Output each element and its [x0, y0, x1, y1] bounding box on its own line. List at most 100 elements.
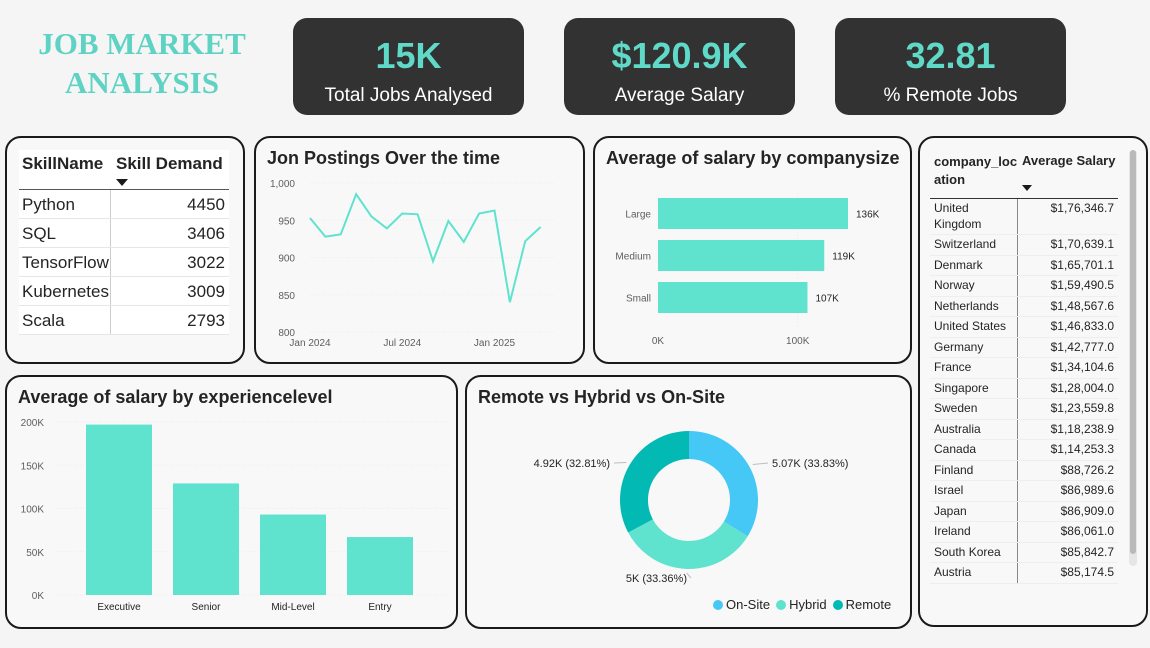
location-cell: Israel — [930, 481, 1018, 501]
data-point[interactable] — [524, 240, 527, 243]
legend-label-remote[interactable]: Remote — [845, 597, 892, 612]
category-label: Mid-Level — [271, 602, 314, 613]
table-row[interactable]: TensorFlow 3022 — [19, 248, 229, 277]
data-label: 136K — [856, 210, 880, 221]
table-row[interactable]: Austria $85,174.5 — [930, 563, 1118, 584]
legend-label-onsite[interactable]: On-Site — [726, 597, 771, 612]
table-row[interactable]: Switzerland $1,70,639.1 — [930, 235, 1118, 256]
data-label: 4.92K (32.81%) — [534, 458, 610, 470]
data-point[interactable] — [309, 217, 312, 220]
skills-table[interactable]: SkillName Skill Demand Python 4450 SQL 3406… — [19, 150, 229, 335]
bar-large[interactable] — [658, 198, 848, 229]
sort-descending-icon[interactable] — [116, 179, 128, 186]
data-point[interactable] — [508, 301, 511, 304]
salary-cell: $86,909.0 — [1060, 503, 1114, 518]
table-row[interactable]: Israel $86,989.6 — [930, 481, 1118, 502]
y-tick-label: 850 — [278, 291, 295, 302]
table-row[interactable]: Australia $1,18,238.9 — [930, 419, 1118, 440]
data-point[interactable] — [355, 193, 358, 196]
data-point[interactable] — [432, 260, 435, 263]
experience-bar-chart[interactable]: 200K 150K 100K 50K 0K Executive Senior Mid-Leve… — [7, 377, 456, 627]
skills-table-card[interactable]: SkillName Skill Demand Python 4450 SQL 3406… — [5, 136, 245, 364]
data-point[interactable] — [401, 212, 404, 215]
salary-by-experience-card[interactable]: Average of salary by experiencelevel 200… — [5, 375, 458, 629]
data-point[interactable] — [462, 240, 465, 243]
kpi-value: 15K — [375, 35, 442, 76]
location-cell: Germany — [930, 337, 1018, 357]
kpi-total-jobs[interactable]: 15K Total Jobs Analysed — [293, 18, 524, 115]
location-salary-card[interactable]: company_loc ation Average Salary United … — [918, 136, 1148, 627]
location-cell: Switzerland — [930, 235, 1018, 255]
data-point[interactable] — [416, 213, 419, 216]
table-row[interactable]: Scala 2793 — [19, 306, 229, 335]
column-header-skillname[interactable]: SkillName — [22, 154, 104, 173]
table-row[interactable]: Singapore $1,28,004.0 — [930, 378, 1118, 399]
legend-swatch-remote — [832, 599, 843, 610]
category-label: Entry — [368, 602, 391, 613]
series-line[interactable] — [309, 192, 542, 303]
data-point[interactable] — [324, 235, 327, 238]
legend-swatch-hybrid — [776, 599, 787, 610]
data-point[interactable] — [493, 209, 496, 212]
bar-mid-level[interactable] — [260, 514, 326, 595]
bar-small[interactable] — [658, 282, 808, 313]
skill-demand-cell: 3406 — [187, 224, 225, 243]
table-row[interactable]: Netherlands $1,48,567.6 — [930, 296, 1118, 317]
companysize-bar-chart[interactable]: Large 136K Medium 119K Small 107K 0K 100K — [595, 138, 910, 362]
table-row[interactable]: United States $1,46,833.0 — [930, 317, 1118, 338]
column-header-average-salary[interactable]: Average Salary — [1018, 150, 1118, 196]
location-cell: Ireland — [930, 522, 1018, 542]
chart-title: Average of salary by companysize — [606, 148, 900, 168]
data-point[interactable] — [339, 233, 342, 236]
table-row[interactable]: Kubernetes 3009 — [19, 277, 229, 306]
table-row[interactable]: Germany $1,42,777.0 — [930, 337, 1118, 358]
bar-entry[interactable] — [347, 537, 413, 595]
data-point[interactable] — [539, 225, 542, 228]
bar-executive[interactable] — [86, 424, 152, 595]
data-point[interactable] — [370, 215, 373, 218]
work-mode-card[interactable]: Remote vs Hybrid vs On-Site 5.07K (33.83… — [465, 375, 912, 629]
y-tick-label: 100K — [21, 505, 45, 516]
slice-remote[interactable] — [620, 431, 689, 533]
table-row[interactable]: Sweden $1,23,559.8 — [930, 399, 1118, 420]
salary-cell: $1,76,346.7 — [1050, 201, 1114, 215]
work-mode-donut-chart[interactable]: 5.07K (33.83%) 5K (33.36%) 4.92K (32.81%) — [467, 377, 910, 627]
kpi-average-salary[interactable]: $120.9K Average Salary — [564, 18, 795, 115]
table-row[interactable]: Norway $1,59,490.5 — [930, 276, 1118, 297]
category-label: Small — [626, 294, 651, 305]
table-row[interactable]: Ireland $86,061.0 — [930, 522, 1118, 543]
column-header-skill-demand[interactable]: Skill Demand — [111, 150, 229, 189]
slice-on-site[interactable] — [689, 431, 758, 537]
table-row[interactable]: Denmark $1,65,701.1 — [930, 255, 1118, 276]
column-header-company-location[interactable]: company_loc ation — [934, 154, 1018, 187]
skill-demand-cell: 4450 — [187, 195, 225, 214]
table-row[interactable]: Finland $88,726.2 — [930, 460, 1118, 481]
table-row[interactable]: France $1,34,104.6 — [930, 358, 1118, 379]
location-cell: Finland — [930, 460, 1018, 480]
salary-cell: $1,59,490.5 — [1050, 278, 1114, 292]
table-scrollbar[interactable] — [1129, 150, 1137, 566]
y-tick-label: 50K — [26, 548, 44, 559]
table-row[interactable]: Canada $1,14,253.3 — [930, 440, 1118, 461]
kpi-remote-jobs[interactable]: 32.81 % Remote Jobs — [835, 18, 1066, 115]
job-postings-card[interactable]: Jon Postings Over the time 1,000 950 900 85… — [254, 136, 585, 364]
scrollbar-thumb[interactable] — [1130, 150, 1136, 554]
salary-cell: $1,23,559.8 — [1050, 401, 1114, 415]
table-row[interactable]: SQL 3406 — [19, 219, 229, 248]
x-tick-label: Jul 2024 — [383, 338, 421, 349]
bar-senior[interactable] — [173, 483, 239, 595]
slice-hybrid[interactable] — [628, 519, 748, 569]
table-row[interactable]: South Korea $85,842.7 — [930, 542, 1118, 563]
salary-by-companysize-card[interactable]: Average of salary by companysize Large 13… — [593, 136, 912, 364]
data-point[interactable] — [447, 219, 450, 222]
data-point[interactable] — [478, 212, 481, 215]
data-point[interactable] — [385, 227, 388, 230]
table-row[interactable]: Japan $86,909.0 — [930, 501, 1118, 522]
chart-title: Jon Postings Over the time — [267, 148, 501, 168]
legend-label-hybrid[interactable]: Hybrid — [789, 597, 827, 612]
bar-medium[interactable] — [658, 240, 825, 271]
table-row[interactable]: United Kingdom $1,76,346.7 — [930, 199, 1118, 235]
table-row[interactable]: Python 4450 — [19, 190, 229, 219]
sort-descending-icon[interactable] — [1022, 185, 1032, 191]
